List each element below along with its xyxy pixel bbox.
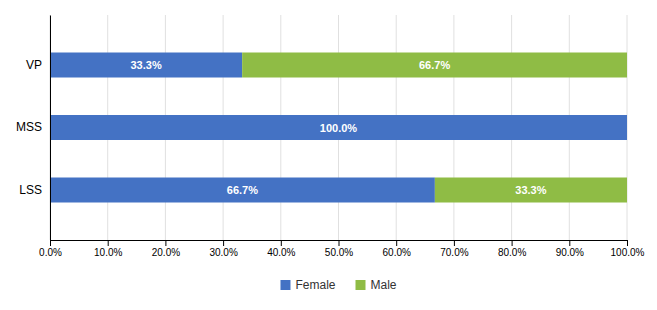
bar	[50, 115, 627, 140]
data-label: 33.3%	[515, 184, 546, 196]
grid-line	[50, 15, 51, 240]
tick-label: 20.0%	[152, 247, 180, 258]
tick: 40.0%	[267, 240, 295, 258]
tick-mark	[108, 240, 109, 246]
tick-mark	[512, 240, 513, 246]
tick-mark	[569, 240, 570, 246]
grid	[50, 15, 627, 240]
legend-label: Male	[371, 278, 397, 292]
chart: 66.7% 100.0% 33.3% 33.3% 66.7% 0.0% 10.0% 20.0%…	[0, 0, 657, 310]
tick: 100.0%	[611, 240, 645, 258]
legend-item: Female	[280, 278, 335, 292]
tick-label: VP	[26, 58, 42, 72]
bar	[435, 178, 627, 203]
tick: VP	[26, 58, 42, 72]
tick-mark	[396, 240, 397, 246]
tick: LSS	[19, 183, 42, 197]
tick-mark	[223, 240, 224, 246]
tick: 20.0%	[152, 240, 180, 258]
tick-mark	[50, 240, 51, 246]
tick-label: 0.0%	[39, 247, 62, 258]
tick-label: 50.0%	[325, 247, 353, 258]
tick: 90.0%	[556, 240, 584, 258]
tick-label: 100.0%	[611, 247, 645, 258]
tick-label: 60.0%	[383, 247, 411, 258]
y-axis: LSS MSS VP	[16, 16, 51, 241]
tick: 30.0%	[209, 240, 237, 258]
tick-label: 90.0%	[556, 247, 584, 258]
tick: 10.0%	[94, 240, 122, 258]
tick: 60.0%	[383, 240, 411, 258]
bar	[627, 115, 628, 140]
tick-label: MSS	[16, 120, 42, 134]
tick-label: 10.0%	[94, 247, 122, 258]
legend-swatch	[356, 280, 366, 290]
legend-label: Female	[295, 278, 335, 292]
tick: 0.0%	[39, 240, 62, 258]
tick: 80.0%	[498, 240, 526, 258]
legend-item: Male	[356, 278, 397, 292]
bar	[50, 53, 242, 78]
axis-line	[50, 16, 51, 241]
bar-series	[50, 53, 627, 203]
data-label: 66.7%	[227, 184, 258, 196]
legend-swatch	[280, 280, 290, 290]
tick-label: 40.0%	[267, 247, 295, 258]
tick: MSS	[16, 120, 42, 134]
tick: 50.0%	[325, 240, 353, 258]
data-labels: 66.7% 100.0% 33.3% 33.3% 66.7%	[130, 59, 546, 196]
tick-label: 80.0%	[498, 247, 526, 258]
tick-label: 30.0%	[209, 247, 237, 258]
plot: 66.7% 100.0% 33.3% 33.3% 66.7% 0.0% 10.0% 20.0%…	[16, 15, 645, 258]
tick: 70.0%	[440, 240, 468, 258]
tick-mark	[627, 240, 628, 246]
bars	[50, 53, 627, 203]
tick-mark	[454, 240, 455, 246]
data-label: 33.3%	[130, 59, 161, 71]
tick-mark	[281, 240, 282, 246]
bar	[50, 178, 435, 203]
legend: Female Male	[280, 278, 396, 292]
tick-label: 70.0%	[440, 247, 468, 258]
data-label: 66.7%	[419, 59, 450, 71]
bar	[242, 53, 627, 78]
tick-mark	[339, 240, 340, 246]
x-axis: 0.0% 10.0% 20.0% 30.0% 40.0% 50.0% 60.0% 70.0% 8…	[39, 240, 644, 258]
bar-series	[242, 53, 627, 203]
data-label: 100.0%	[320, 122, 358, 134]
tick-label: LSS	[19, 183, 42, 197]
axis-line	[51, 241, 628, 247]
tick-mark	[165, 240, 166, 246]
